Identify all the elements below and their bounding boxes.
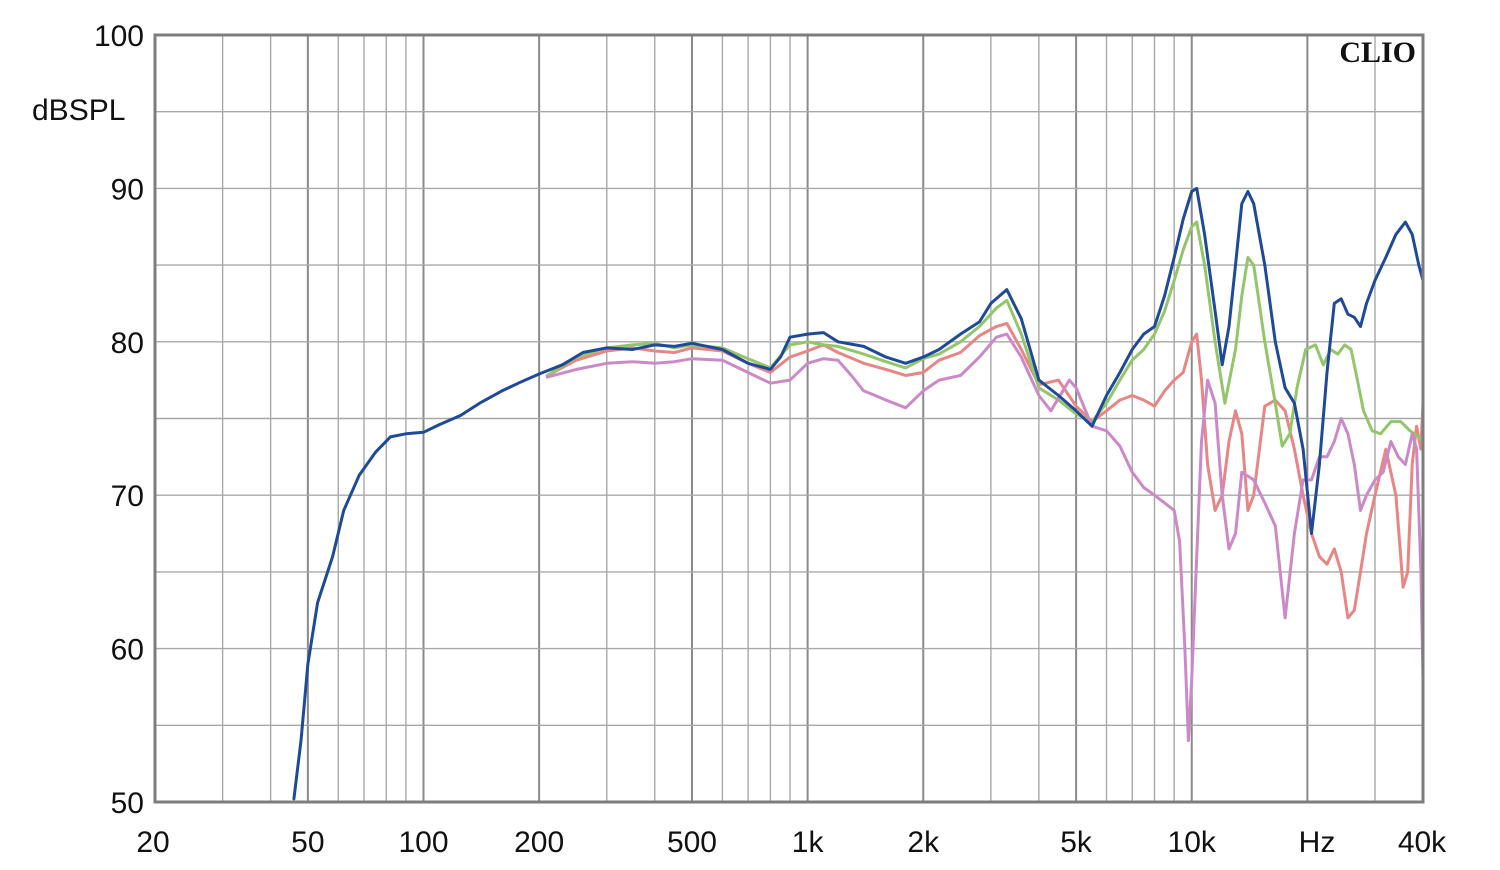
x-tick-label: 50 [291, 826, 324, 859]
series-line-1 [545, 321, 1425, 620]
x-tick-label: 2k [907, 826, 940, 859]
x-tick-label: 10k [1168, 826, 1217, 859]
series-line-3 [545, 332, 1425, 743]
series-line-4 [292, 186, 1425, 801]
y-tick-label: 50 [111, 787, 144, 820]
x-tick-label: 200 [514, 826, 564, 859]
plot-frame [153, 33, 1425, 804]
x-tick-label: 500 [667, 826, 717, 859]
y-tick-label: 60 [111, 634, 144, 667]
y-tick-label: 100 [94, 20, 144, 53]
x-tick-label: 1k [792, 826, 825, 859]
x-tick-label: 20 [136, 826, 169, 859]
y-tick-label: 70 [111, 480, 144, 513]
y-tick-label: 80 [111, 327, 144, 360]
y-axis-ticks: 100 90 80 70 60 50 [94, 20, 144, 820]
grid [155, 35, 1423, 802]
x-tick-label: 100 [398, 826, 448, 859]
x-tick-label: 5k [1060, 826, 1093, 859]
clio-brand-logo: CLIO [1339, 36, 1416, 69]
series-line-2 [545, 220, 1425, 448]
x-axis-label: Hz [1299, 826, 1336, 859]
series-group [292, 186, 1425, 801]
x-tick-label: 40k [1398, 826, 1447, 859]
y-tick-label: 90 [111, 173, 144, 206]
y-axis-label: dBSPL [32, 94, 125, 127]
x-axis-ticks: 20 50 100 200 500 1k 2k 5k 10k 40k [136, 826, 1447, 859]
